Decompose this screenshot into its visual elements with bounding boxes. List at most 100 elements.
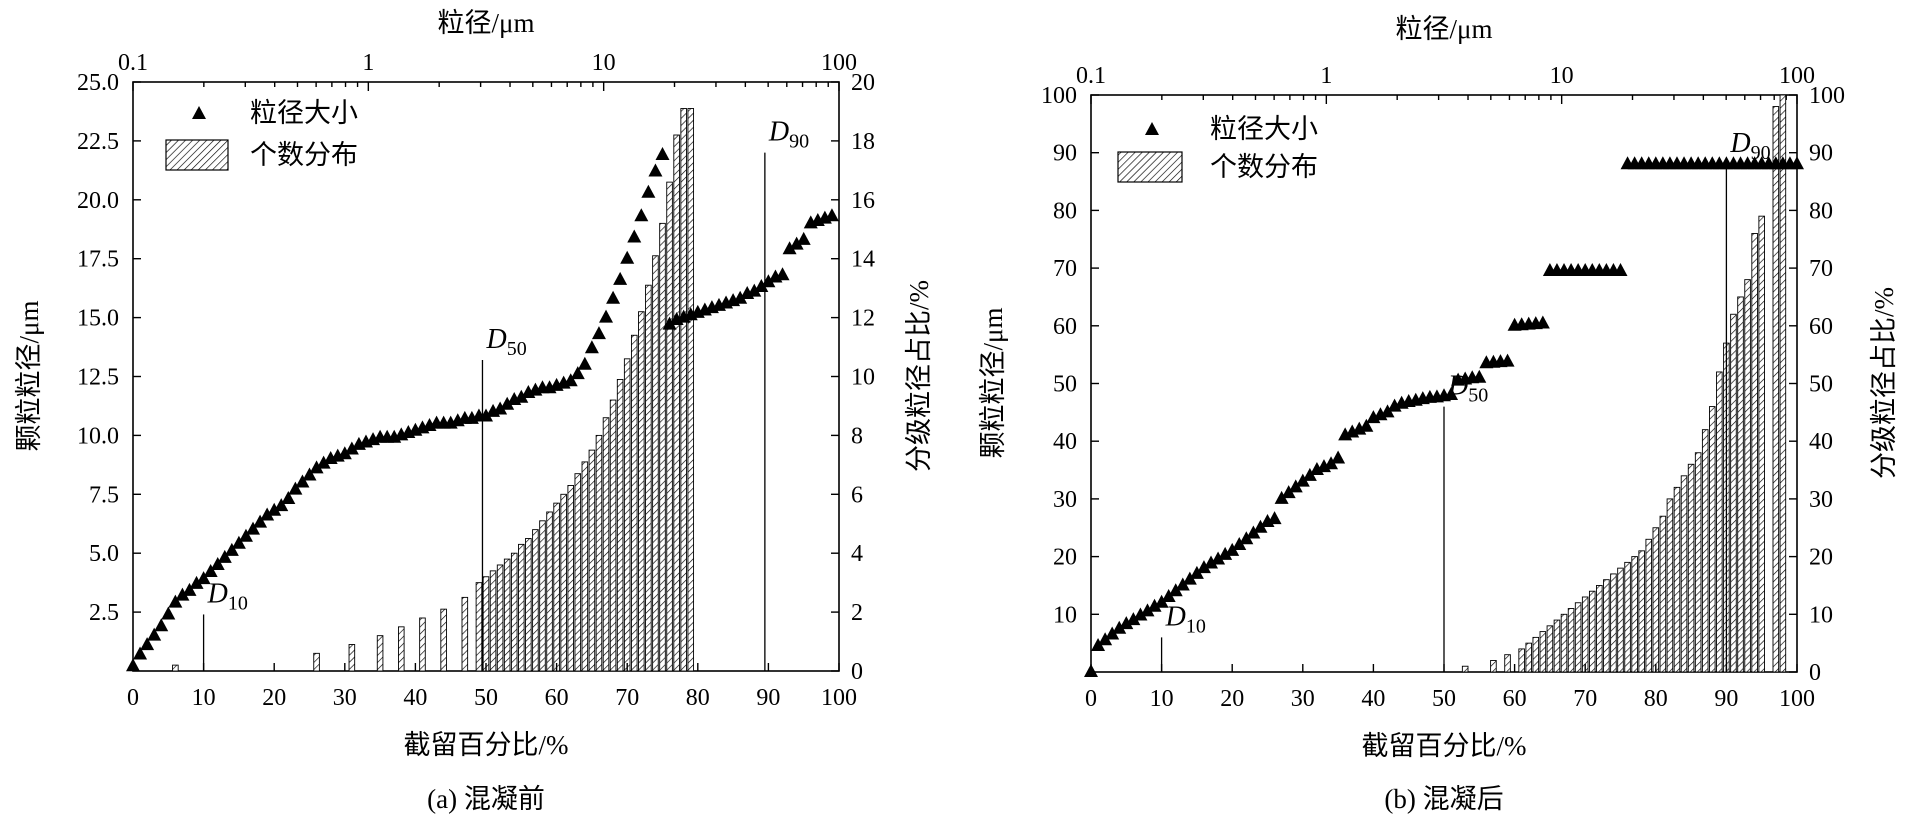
bar — [1687, 463, 1695, 673]
x-tick-label: 100 — [1779, 686, 1815, 712]
bars — [1461, 94, 1787, 673]
y2-tick-label: 60 — [1809, 314, 1833, 340]
bar — [602, 417, 610, 672]
scatter-point — [577, 356, 592, 370]
bar — [1751, 233, 1758, 673]
scatter-point — [1119, 616, 1134, 630]
x-tick-label: 90 — [1714, 686, 1738, 712]
scatter-point — [1098, 632, 1113, 646]
y2-tick-label: 20 — [1809, 545, 1833, 571]
scatter-point — [1154, 594, 1169, 608]
bar — [1581, 596, 1589, 673]
bar — [609, 399, 617, 672]
scatter-point — [1472, 369, 1487, 383]
scatter-point — [1295, 473, 1310, 487]
scatter-point — [1302, 467, 1317, 481]
scatter-point — [274, 498, 289, 512]
y2-tick-label: 80 — [1809, 198, 1833, 224]
scatter-point — [634, 208, 649, 222]
scatter-point — [231, 535, 246, 549]
scatter-point — [514, 389, 529, 403]
scatter-point — [1324, 456, 1339, 470]
y-tick-label: 2.5 — [89, 600, 119, 626]
y-tick-label: 17.5 — [77, 247, 119, 273]
y2-tick-label: 2 — [851, 600, 863, 626]
scatter-point — [316, 455, 331, 469]
bar — [1525, 642, 1532, 673]
y-axis-title: 颗粒粒径/μm — [978, 308, 1008, 459]
scatter-point — [606, 290, 621, 304]
x-tick-label: 30 — [333, 685, 357, 711]
bar — [1567, 608, 1575, 673]
bar — [1673, 486, 1681, 673]
scatter-point — [217, 549, 232, 563]
scatter-point — [1126, 612, 1141, 626]
scatter-point — [161, 606, 176, 620]
bar — [1588, 590, 1596, 673]
y2-tick-label: 50 — [1809, 372, 1833, 398]
scatter-point — [337, 446, 352, 460]
x2-tick-label: 1 — [362, 50, 374, 76]
y-tick-label: 10.0 — [77, 423, 119, 449]
x-tick-label: 0 — [1085, 686, 1097, 712]
scatter-point — [1239, 531, 1254, 545]
bar — [1617, 567, 1624, 673]
x-tick-label: 70 — [1573, 686, 1597, 712]
y-tick-label: 5.0 — [89, 541, 119, 567]
scatter-point — [563, 373, 578, 387]
y2-tick-label: 70 — [1809, 256, 1833, 282]
y2-tick-label: 30 — [1809, 487, 1833, 513]
x-tick-label: 60 — [545, 685, 569, 711]
bar — [1737, 296, 1744, 673]
x-tick-label: 90 — [756, 685, 780, 711]
scatter-point — [1105, 626, 1120, 640]
bar — [461, 596, 469, 672]
bar — [1666, 498, 1674, 673]
x-tick-label: 50 — [474, 685, 498, 711]
legend-swatch-hatch — [165, 139, 229, 171]
y2-tick-label: 100 — [1809, 83, 1845, 109]
bar — [1680, 475, 1688, 673]
legend: 粒径大小 个数分布 — [1117, 114, 1318, 183]
scatter-point — [1288, 479, 1303, 493]
y2-tick-label: 14 — [851, 247, 875, 273]
scatter-point — [1535, 315, 1550, 329]
y2-tick-label: 0 — [851, 659, 863, 685]
scatter-point — [1613, 262, 1628, 276]
bar — [645, 284, 652, 672]
x-tick-label: 10 — [192, 685, 216, 711]
scatter-point — [733, 290, 748, 304]
bar — [673, 134, 680, 672]
scatter-point — [1218, 546, 1233, 560]
bar — [1553, 619, 1561, 673]
annotation-label: D90 — [1729, 128, 1770, 164]
x-tick-label: 0 — [127, 685, 139, 711]
scatter-point — [140, 637, 155, 651]
bar — [440, 608, 447, 672]
scatter-point — [238, 528, 253, 542]
scatter-point — [789, 236, 804, 250]
legend-label-scatter: 粒径大小 — [1210, 114, 1318, 144]
x2-axis-title: 粒径/μm — [1396, 14, 1493, 44]
bar — [1645, 538, 1653, 673]
y-tick-label: 25.0 — [77, 70, 119, 96]
y-tick-label: 60 — [1053, 314, 1077, 340]
bar — [348, 644, 356, 672]
scatter-point — [1182, 571, 1197, 585]
scatter-point — [1267, 511, 1282, 525]
x2-tick-label: 100 — [1779, 63, 1815, 89]
scatter-point — [253, 514, 268, 528]
x2-tick-label: 0.1 — [1076, 63, 1106, 89]
legend-label-bar: 个数分布 — [250, 140, 358, 170]
bar — [532, 529, 539, 672]
x-tick-label: 60 — [1503, 686, 1527, 712]
bar — [666, 181, 673, 672]
bar — [1758, 215, 1765, 673]
x2-axis-title: 粒径/μm — [438, 8, 535, 38]
y2-axis-title: 分级粒径占比/% — [1869, 287, 1899, 479]
scatter-point — [655, 147, 670, 161]
x-axis-title: 截留百分比/% — [404, 730, 569, 760]
scatter-point — [1380, 404, 1395, 418]
